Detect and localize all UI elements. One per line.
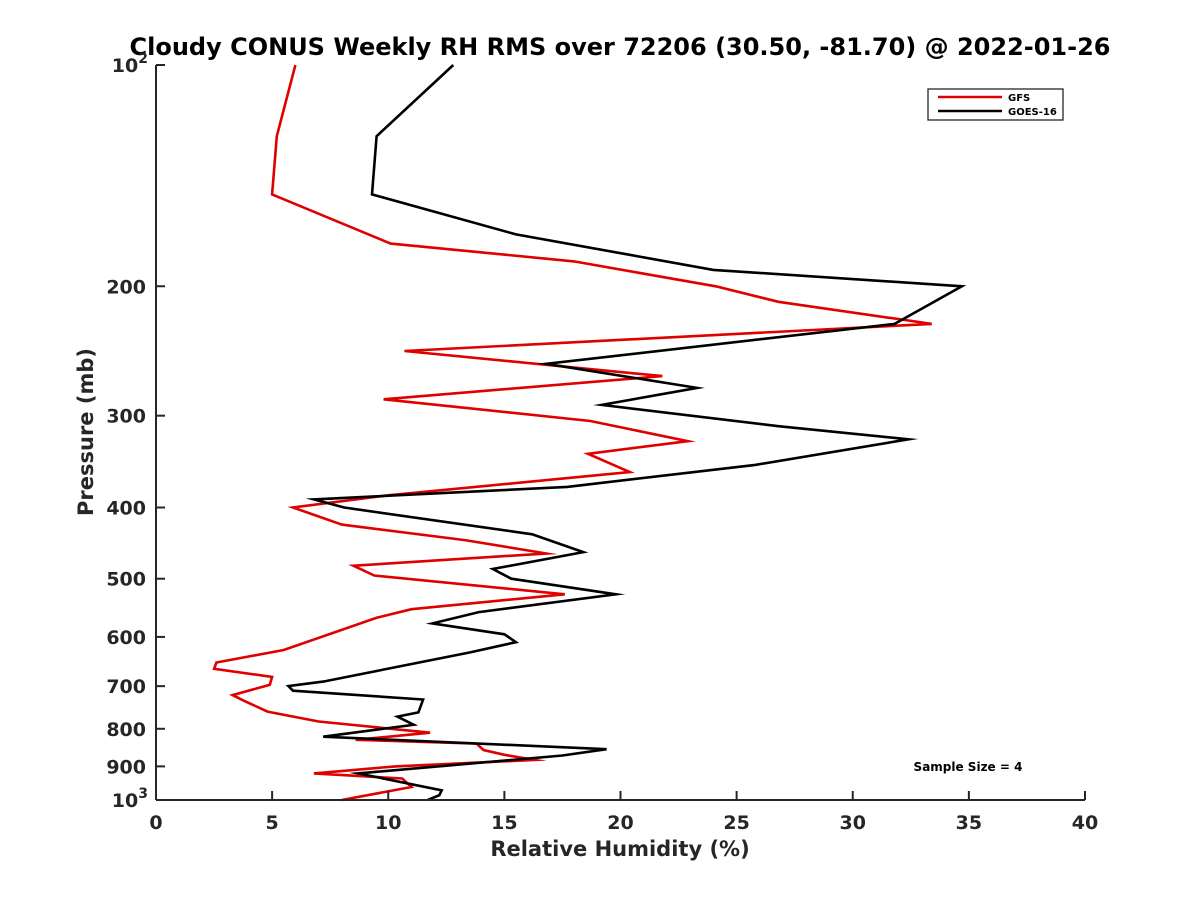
y-tick-label: 800 (106, 719, 146, 741)
y-axis-label: Pressure (mb) (74, 348, 98, 516)
x-tick-label: 35 (956, 812, 982, 834)
x-tick-label: 30 (840, 812, 866, 834)
y-tick-label: 700 (106, 676, 146, 698)
y-tick-label: 900 (106, 756, 146, 778)
x-axis-label: Relative Humidity (%) (490, 837, 749, 861)
y-tick-label: 400 (106, 498, 146, 520)
y-tick-label: 300 (106, 406, 146, 428)
x-tick-label: 20 (607, 812, 633, 834)
y-tick-label: 600 (106, 627, 146, 649)
y-tick-label: 500 (106, 569, 146, 591)
sample-size-annotation: Sample Size = 4 (914, 760, 1023, 774)
x-tick-label: 0 (149, 812, 162, 834)
y-axis-ticks: 102 200 300 400 500 600 700 800 900 103 (106, 51, 165, 812)
legend-entry-goes16: GOES-16 (1008, 107, 1057, 118)
series-line-gfs (212, 64, 932, 802)
y-tick-label: 200 (106, 276, 146, 298)
x-tick-label: 40 (1072, 812, 1098, 834)
x-tick-label: 5 (266, 812, 279, 834)
x-tick-label: 15 (491, 812, 517, 834)
series-lines (212, 64, 967, 802)
chart-title: Cloudy CONUS Weekly RH RMS over 72206 (3… (130, 33, 1111, 61)
x-tick-label: 10 (375, 812, 401, 834)
series-line-goes-16 (285, 64, 967, 802)
legend: GFS GOES-16 (927, 88, 1064, 121)
x-tick-label: 25 (723, 812, 749, 834)
legend-box (927, 88, 1064, 121)
y-tick-label: 103 (112, 786, 148, 812)
legend-entry-gfs: GFS (1008, 93, 1030, 104)
x-axis-ticks: 0 5 10 15 20 25 30 35 40 (149, 791, 1098, 834)
y-tick-label: 102 (112, 51, 148, 77)
